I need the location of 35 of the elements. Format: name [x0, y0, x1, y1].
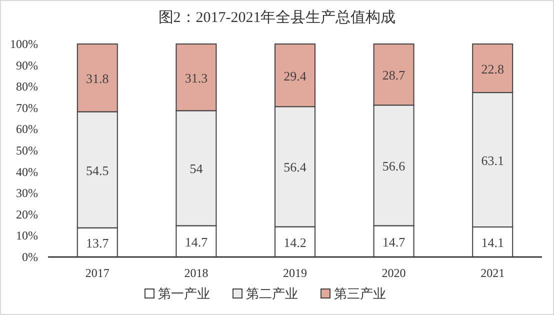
- data-label: 31.8: [86, 70, 109, 86]
- y-tick-label: 20%: [16, 207, 38, 222]
- x-tick-label: 2017: [85, 266, 110, 280]
- data-label: 14.7: [382, 234, 406, 250]
- y-tick-label: 80%: [16, 80, 38, 94]
- data-label: 56.4: [284, 160, 307, 175]
- data-label: 14.1: [481, 234, 504, 250]
- legend-label: 第三产业: [334, 286, 386, 301]
- data-label: 31.3: [184, 70, 208, 86]
- x-tick-label: 2021: [480, 266, 505, 280]
- y-tick-label: 100%: [10, 37, 38, 51]
- data-label: 29.4: [284, 68, 307, 84]
- y-tick-label: 30%: [16, 186, 38, 200]
- chart-title: 图2：2017-2021年全县生产总值构成: [158, 9, 396, 26]
- data-label: 56.6: [382, 158, 406, 174]
- y-tick-label: 60%: [16, 122, 38, 136]
- y-tick-label: 70%: [16, 100, 38, 115]
- y-tick-label: 40%: [16, 164, 38, 179]
- y-tick-label: 0%: [22, 250, 38, 264]
- data-label: 63.1: [481, 152, 504, 168]
- data-label: 13.7: [86, 235, 110, 250]
- y-tick-label: 10%: [16, 228, 38, 243]
- data-label: 14.7: [184, 234, 208, 250]
- legend-label: 第二产业: [246, 286, 298, 301]
- data-label: 28.7: [382, 68, 406, 83]
- data-label: 54.5: [86, 162, 109, 178]
- y-tick-label: 90%: [16, 58, 38, 72]
- x-tick-label: 2019: [283, 266, 307, 280]
- data-label: 54: [190, 161, 204, 176]
- data-label: 14.2: [284, 234, 306, 250]
- x-tick-label: 2020: [382, 266, 406, 280]
- y-tick-label: 50%: [16, 144, 38, 158]
- legend-label: 第一产业: [158, 286, 210, 301]
- data-label: 22.8: [481, 61, 504, 76]
- x-tick-label: 2018: [184, 266, 208, 280]
